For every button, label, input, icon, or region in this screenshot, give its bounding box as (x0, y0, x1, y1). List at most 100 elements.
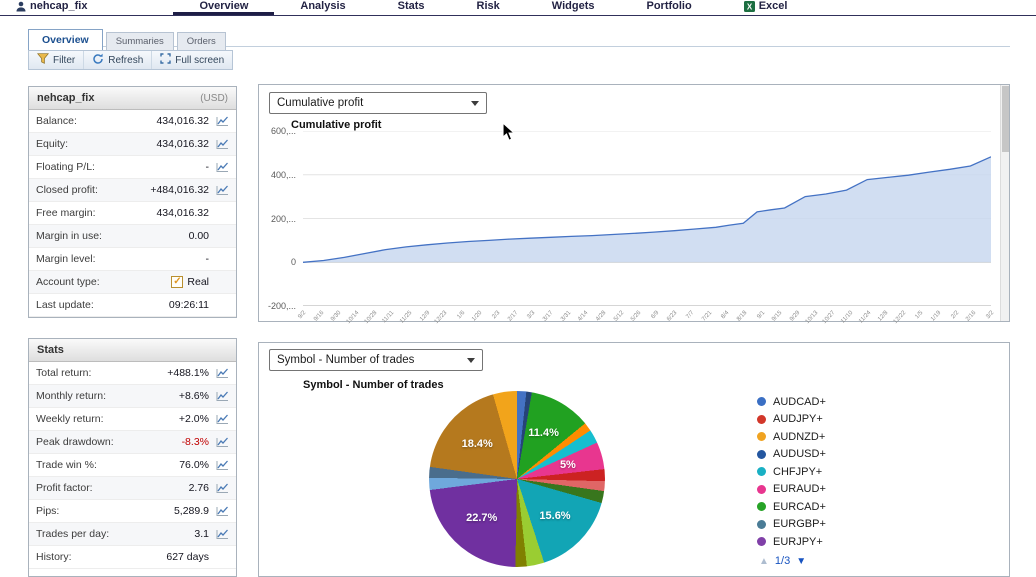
sparkline-icon[interactable] (214, 185, 229, 196)
pie-slice-label: 22.7% (466, 512, 497, 524)
refresh-button[interactable]: Refresh (83, 51, 151, 69)
subtab-overview[interactable]: Overview (28, 29, 103, 52)
legend-color-dot (757, 397, 766, 406)
account-row-free-margin: Free margin:434,016.32 (29, 202, 236, 225)
row-value: +484,016.32 (150, 184, 209, 196)
row-label: Equity: (36, 138, 156, 150)
full-screen-button[interactable]: Full screen (151, 51, 232, 69)
x-axis-tick-label: 4/14 (577, 310, 589, 323)
y-axis-tick-label: 400,... (259, 170, 296, 180)
subtab-orders[interactable]: Orders (177, 32, 226, 51)
legend-color-dot (757, 502, 766, 511)
row-value: 3.1 (194, 528, 209, 540)
account-row-closed-profit: Closed profit:+484,016.32 (29, 179, 236, 202)
y-axis-tick-label: 0 (259, 257, 296, 267)
sparkline-icon[interactable] (214, 162, 229, 173)
nav-item-risk[interactable]: Risk (451, 0, 526, 15)
row-label: Margin in use: (36, 230, 189, 242)
svg-text:X: X (747, 2, 753, 11)
x-axis-tick-label: 3/17 (542, 310, 554, 323)
row-value: 627 days (166, 551, 209, 563)
x-axis-tick-label: 1/19 (930, 310, 942, 323)
legend-label: CHFJPY+ (773, 466, 822, 478)
x-axis-tick-label: 10/13 (804, 310, 819, 325)
sparkline-icon[interactable] (214, 460, 229, 471)
account-summary-panel: nehcap_fix (USD) Balance:434,016.32Equit… (28, 86, 237, 318)
legend-item-euraud: EURAUD+ (757, 481, 826, 499)
legend-label: AUDJPY+ (773, 413, 823, 425)
row-label: History: (36, 551, 166, 563)
x-axis-tick-label: 10/27 (822, 310, 837, 325)
legend-color-dot (757, 415, 766, 424)
x-axis-tick-label: 2/17 (507, 310, 519, 323)
row-value: -8.3% (182, 436, 209, 448)
checked-checkbox-icon: ✓ (171, 276, 183, 288)
sparkline-icon[interactable] (214, 391, 229, 402)
cumulative-profit-chart (303, 131, 991, 306)
symbol-trades-pie-chart: 11.4%5%15.6%22.7%18.4% (429, 391, 605, 567)
sparkline-icon[interactable] (214, 139, 229, 150)
nav-item-stats[interactable]: Stats (372, 0, 451, 15)
subtab-summaries[interactable]: Summaries (106, 32, 174, 51)
nav-item-portfolio[interactable]: Portfolio (620, 0, 717, 15)
sparkline-icon[interactable] (214, 506, 229, 517)
legend-item-chfjpy: CHFJPY+ (757, 463, 826, 481)
sparkline-icon[interactable] (214, 483, 229, 494)
x-axis-tick-label: 12/8 (877, 310, 889, 323)
y-axis-labels: 600,...400,...200,...0-200,... (259, 131, 299, 306)
x-axis-tick-label: 2/3 (491, 310, 501, 320)
row-value: 09:26:11 (169, 299, 209, 311)
row-label: Monthly return: (36, 390, 179, 402)
sparkline-icon[interactable] (214, 414, 229, 425)
nav-item-excel[interactable]: XExcel (718, 0, 814, 15)
legend-color-dot (757, 432, 766, 441)
pie-slice-label: 18.4% (462, 438, 493, 450)
legend-item-eurcad: EURCAD+ (757, 498, 826, 516)
sparkline-icon[interactable] (214, 116, 229, 127)
stats-rows: Total return:+488.1%Monthly return:+8.6%… (29, 362, 236, 569)
row-label: Pips: (36, 505, 174, 517)
x-axis-tick-label: 12/23 (434, 310, 449, 325)
scrollbar-thumb[interactable] (1002, 86, 1009, 152)
stats-row-total-return: Total return:+488.1% (29, 362, 236, 385)
legend-label: AUDNZD+ (773, 431, 825, 443)
pie-type-dropdown[interactable]: Symbol - Number of trades (269, 349, 483, 371)
nav-item-analysis[interactable]: Analysis (274, 0, 371, 15)
row-label: Peak drawdown: (36, 436, 182, 448)
row-value: 434,016.32 (156, 138, 209, 150)
scrollbar[interactable] (1000, 85, 1009, 321)
stats-row-monthly-return: Monthly return:+8.6% (29, 385, 236, 408)
legend-page-indicator: 1/3 (775, 555, 790, 567)
x-axis-tick-label: 8/18 (736, 310, 748, 323)
nav-item-nehcap-fix[interactable]: nehcap_fix (0, 0, 95, 15)
row-value: +8.6% (179, 390, 209, 402)
nav-item-overview[interactable]: Overview (173, 0, 274, 15)
x-axis-tick-label: 3/31 (560, 310, 572, 323)
stats-row-weekly-return: Weekly return:+2.0% (29, 408, 236, 431)
toolbar: FilterRefresh Full screen (28, 50, 233, 70)
x-axis-tick-label: 4/28 (595, 310, 607, 323)
chart-type-dropdown[interactable]: Cumulative profit (269, 92, 487, 114)
sparkline-icon[interactable] (214, 529, 229, 540)
legend-page-down-icon[interactable]: ▼ (796, 556, 806, 567)
stats-panel: Stats Total return:+488.1%Monthly return… (28, 338, 237, 577)
pie-legend: AUDCAD+AUDJPY+AUDNZD+AUDUSD+CHFJPY+EURAU… (757, 393, 826, 551)
account-row-margin-in-use: Margin in use:0.00 (29, 225, 236, 248)
sparkline-icon[interactable] (214, 437, 229, 448)
nav-item-widgets[interactable]: Widgets (526, 0, 621, 15)
toolbar-button-label: Full screen (175, 55, 224, 66)
sparkline-icon[interactable] (214, 368, 229, 379)
row-value: 0.00 (189, 230, 209, 242)
row-value: 76.0% (179, 459, 209, 471)
x-axis-tick-label: 7/7 (685, 310, 695, 320)
legend-page-up-icon[interactable]: ▲ (759, 556, 769, 567)
x-axis-tick-label: 10/14 (346, 310, 361, 325)
row-label: Total return: (36, 367, 167, 379)
x-axis-tick-label: 11/10 (840, 310, 854, 325)
x-axis-tick-label: 12/22 (893, 310, 908, 325)
row-value: - (206, 161, 210, 173)
filter-button[interactable]: Filter (29, 51, 83, 69)
legend-label: EURJPY+ (773, 536, 823, 548)
filter-icon (37, 53, 49, 67)
x-axis-tick-label: 1/6 (456, 310, 466, 320)
